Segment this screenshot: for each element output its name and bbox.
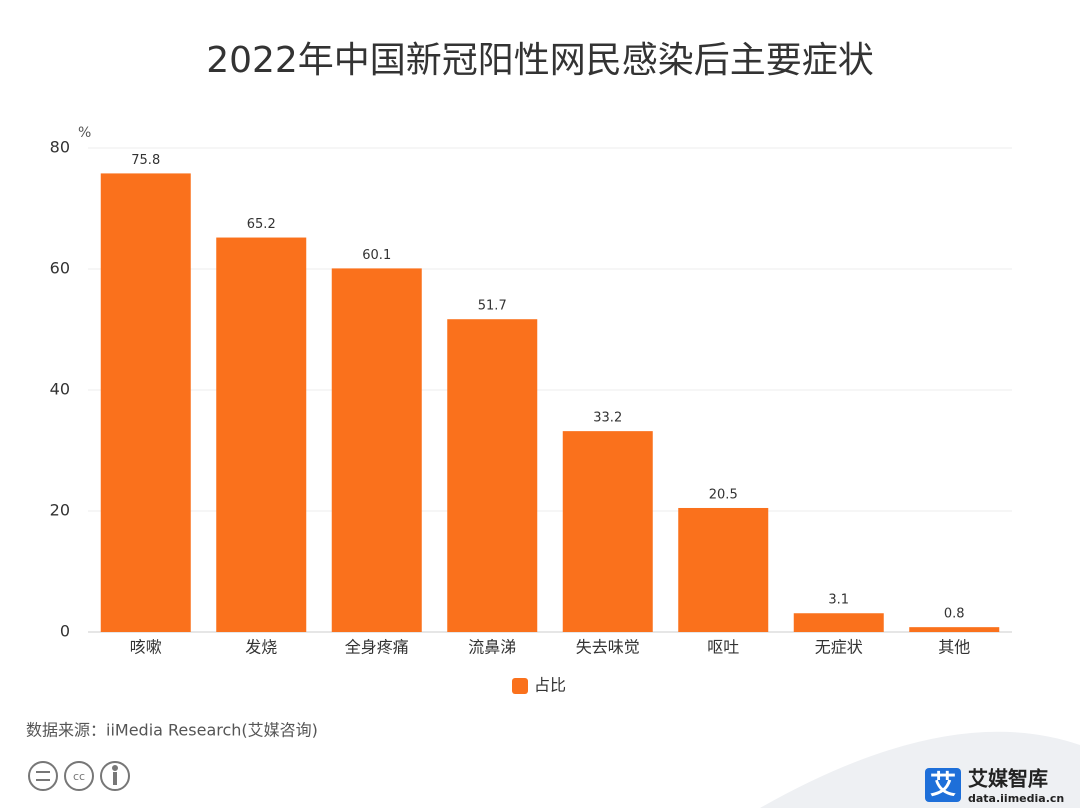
svg-text:cc: cc [73,770,85,783]
value-label: 0.8 [944,607,965,622]
value-label: 33.2 [593,411,622,426]
bar [331,268,422,632]
legend-label: 占比 [534,676,566,695]
y-unit: % [78,125,91,141]
y-tick-label: 60 [50,259,70,278]
bar [678,507,769,632]
brand-icon-bg [925,768,961,802]
value-label: 51.7 [478,299,507,314]
x-tick-label: 其他 [938,638,970,657]
bar [100,173,191,632]
value-label: 65.2 [247,217,276,232]
y-tick-label: 80 [50,138,70,157]
y-tick-label: 0 [60,622,70,641]
legend-swatch [512,678,528,694]
x-tick-label: 咳嗽 [130,638,162,657]
x-tick-label: 流鼻涕 [468,638,516,657]
value-label: 60.1 [362,248,391,263]
value-label: 20.5 [709,487,738,502]
corner-decoration [760,731,1080,808]
x-tick-label: 失去味觉 [576,638,640,657]
license-icons: cc [28,761,130,791]
y-tick-label: 20 [50,501,70,520]
source: 数据来源：iiMedia Research(艾媒咨询) [26,721,318,740]
bar [793,613,884,632]
brand-name: 艾媒智库 [968,767,1048,791]
value-label: 75.8 [131,153,160,168]
y-tick-label: 40 [50,380,70,399]
x-tick-label: 呕吐 [707,638,739,657]
bar [216,237,307,633]
chart-title: 2022年中国新冠阳性网民感染后主要症状 [206,40,874,81]
brand-icon: 艾 [930,771,956,801]
x-tick-label: 全身疼痛 [345,638,409,657]
bar [562,431,653,632]
value-label: 3.1 [828,593,849,608]
x-tick-label: 无症状 [815,638,863,657]
bar [909,627,1000,632]
x-tick-label: 发烧 [245,638,277,657]
brand-url: data.iimedia.cn [968,792,1064,805]
bar [447,319,538,632]
